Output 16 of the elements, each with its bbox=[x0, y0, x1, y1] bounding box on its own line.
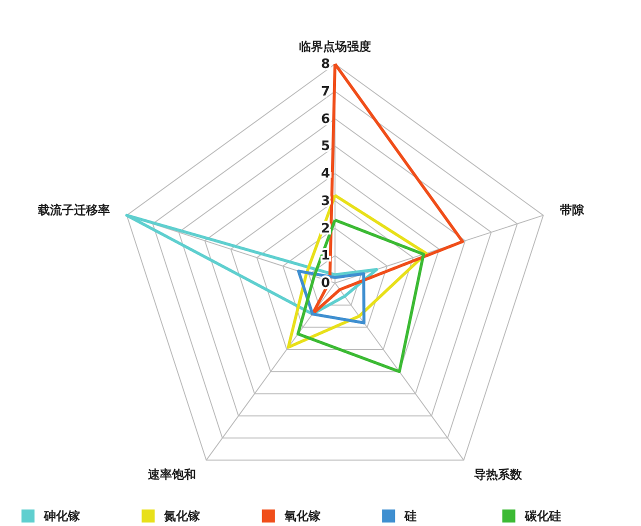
legend-label: 氧化镓 bbox=[283, 509, 322, 523]
y-tick-label: 3 bbox=[320, 194, 330, 209]
legend-label: 砷化镓 bbox=[43, 509, 81, 523]
legend-label: 氮化镓 bbox=[163, 509, 202, 523]
legend-label: 碳化硅 bbox=[524, 509, 561, 523]
spoke-label: 导热系数 bbox=[474, 467, 524, 482]
spoke-label: 速率饱和 bbox=[146, 467, 196, 482]
y-tick-label: 8 bbox=[320, 57, 330, 72]
spoke-label: 载流子迁移率 bbox=[37, 202, 110, 217]
y-tick-label: 6 bbox=[320, 112, 330, 127]
legend-label: 硅 bbox=[404, 509, 417, 523]
y-tick-label: 4 bbox=[320, 166, 330, 182]
y-tick-label: 7 bbox=[320, 84, 330, 100]
spoke-label: 带隙 bbox=[560, 202, 585, 217]
spoke-label: 临界点场强度 bbox=[299, 39, 371, 54]
y-tick-label: 5 bbox=[320, 139, 330, 154]
